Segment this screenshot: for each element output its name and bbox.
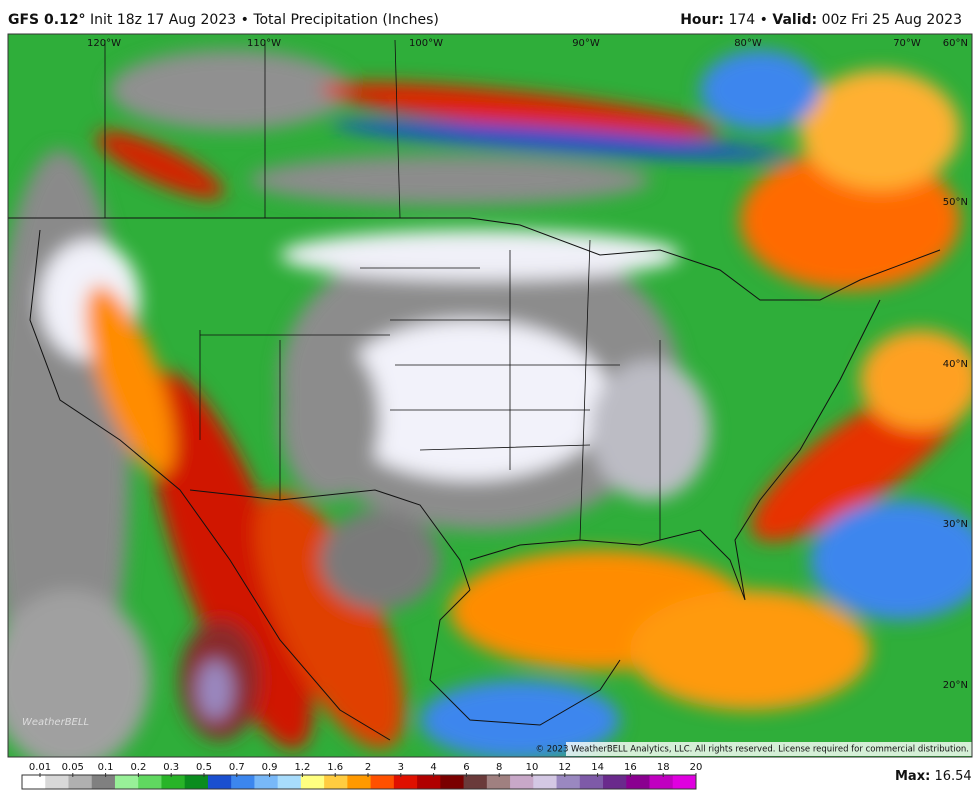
header-left: GFS 0.12° Init 18z 17 Aug 2023 • Total P… (8, 12, 439, 28)
init: Init 18z 17 Aug 2023 (90, 12, 236, 28)
us-canada-border (8, 217, 941, 301)
legend-swatch (672, 775, 697, 789)
legend-swatch (510, 775, 534, 789)
legend: 0.01 0.05 0.1 0.2 0.3 0.5 0.7 0.9 1.2 1.6 2 3 4 6 8 10 1… (21, 762, 703, 790)
legend-tick-label: 0.7 (229, 762, 245, 773)
legend-swatch (231, 775, 255, 789)
legend-tick-label: 6 (463, 762, 469, 773)
longitude-label: 80°W (734, 38, 762, 49)
legend-swatch (626, 775, 651, 789)
latitude-label: 60°N (943, 38, 968, 49)
legend-swatch (533, 775, 558, 789)
latitude-labels: 60°N 50°N 40°N 30°N 20°N (943, 38, 968, 691)
max-value: 16.54 (934, 769, 971, 784)
legend-tick-label: 0.2 (130, 762, 146, 773)
borders (8, 39, 941, 741)
latitude-label: 20°N (943, 680, 968, 691)
legend-tick-label: 12 (558, 762, 571, 773)
longitude-labels: 120°W 110°W 100°W 90°W 80°W 70°W (87, 38, 921, 49)
legend-swatch (486, 775, 511, 789)
legend-tick-label: 2 (365, 762, 371, 773)
legend-swatch (254, 775, 279, 789)
legend-tick-label: 18 (657, 762, 670, 773)
west-coast (29, 229, 391, 741)
header-right: Hour: 174 • Valid: 00z Fri 25 Aug 2023 (680, 12, 962, 28)
precip-field (8, 50, 972, 757)
legend-tick-label: 14 (591, 762, 604, 773)
legend-tick-label: 0.01 (29, 762, 51, 773)
state-lines (104, 39, 661, 541)
separator: • (760, 12, 768, 28)
legend-tick-label: 4 (430, 762, 436, 773)
legend-swatch (277, 775, 302, 789)
legend-swatch (603, 775, 627, 789)
legend-swatch (649, 775, 674, 789)
legend-swatch (184, 775, 209, 789)
legend-tick-label: 0.05 (62, 762, 84, 773)
longitude-label: 110°W (247, 38, 281, 49)
legend-swatch (138, 775, 162, 789)
valid-label: Valid: (772, 12, 817, 28)
max: Max: 16.54 (895, 769, 972, 784)
max-label: Max: (895, 769, 930, 784)
longitude-label: 90°W (572, 38, 600, 49)
longitude-label: 70°W (893, 38, 921, 49)
legend-swatch (347, 775, 372, 789)
latitude-label: 40°N (943, 359, 968, 370)
legend-swatch (324, 775, 348, 789)
legend-tick-label: 0.1 (98, 762, 114, 773)
legend-tick-label: 20 (690, 762, 703, 773)
legend-swatch (45, 775, 69, 789)
longitude-label: 120°W (87, 38, 121, 49)
legend-swatch (579, 775, 604, 789)
legend-swatch (463, 775, 488, 789)
legend-swatch (300, 775, 325, 789)
latitude-label: 50°N (943, 197, 968, 208)
copyright: © 2023 WeatherBELL Analytics, LLC. All r… (536, 745, 969, 755)
legend-swatch (417, 775, 441, 789)
legend-swatch (161, 775, 186, 789)
map: 120°W 110°W 100°W 90°W 80°W 70°W 60°N 50°N 40°N… (8, 34, 972, 757)
legend-swatch (207, 775, 232, 789)
latitude-label: 30°N (943, 519, 968, 530)
copyright-background (566, 742, 972, 756)
separator: • (241, 12, 249, 28)
legend-tick-label: 0.5 (196, 762, 212, 773)
hour-label: Hour: (680, 12, 724, 28)
map-frame (7, 33, 973, 758)
legend-swatch (68, 775, 93, 789)
legend-tick-label: 1.2 (294, 762, 310, 773)
hour: 174 (728, 12, 755, 28)
legend-swatch (556, 775, 581, 789)
legend-swatch (22, 775, 46, 789)
legend-swatch (114, 775, 139, 789)
logo: WeatherBELL (22, 717, 89, 728)
legend-swatch (393, 775, 418, 789)
valid: 00z Fri 25 Aug 2023 (822, 12, 962, 28)
legend-tick-label: 8 (496, 762, 502, 773)
us-coast (469, 299, 881, 601)
legend-tick-label: 10 (526, 762, 539, 773)
legend-tick-label: 0.3 (163, 762, 179, 773)
legend-frame (21, 774, 697, 790)
gulf-coast (429, 589, 621, 726)
us-mexico-border (189, 489, 471, 591)
product: Total Precipitation (Inches) (252, 12, 439, 28)
longitude-label: 100°W (409, 38, 443, 49)
legend-tick-label: 1.6 (327, 762, 343, 773)
legend-swatch (91, 775, 116, 789)
legend-tick-label: 16 (624, 762, 637, 773)
legend-swatch (440, 775, 465, 789)
model: GFS 0.12° (8, 12, 86, 28)
legend-swatch (370, 775, 395, 789)
legend-tick-label: 3 (398, 762, 404, 773)
legend-tick-label: 0.9 (262, 762, 278, 773)
